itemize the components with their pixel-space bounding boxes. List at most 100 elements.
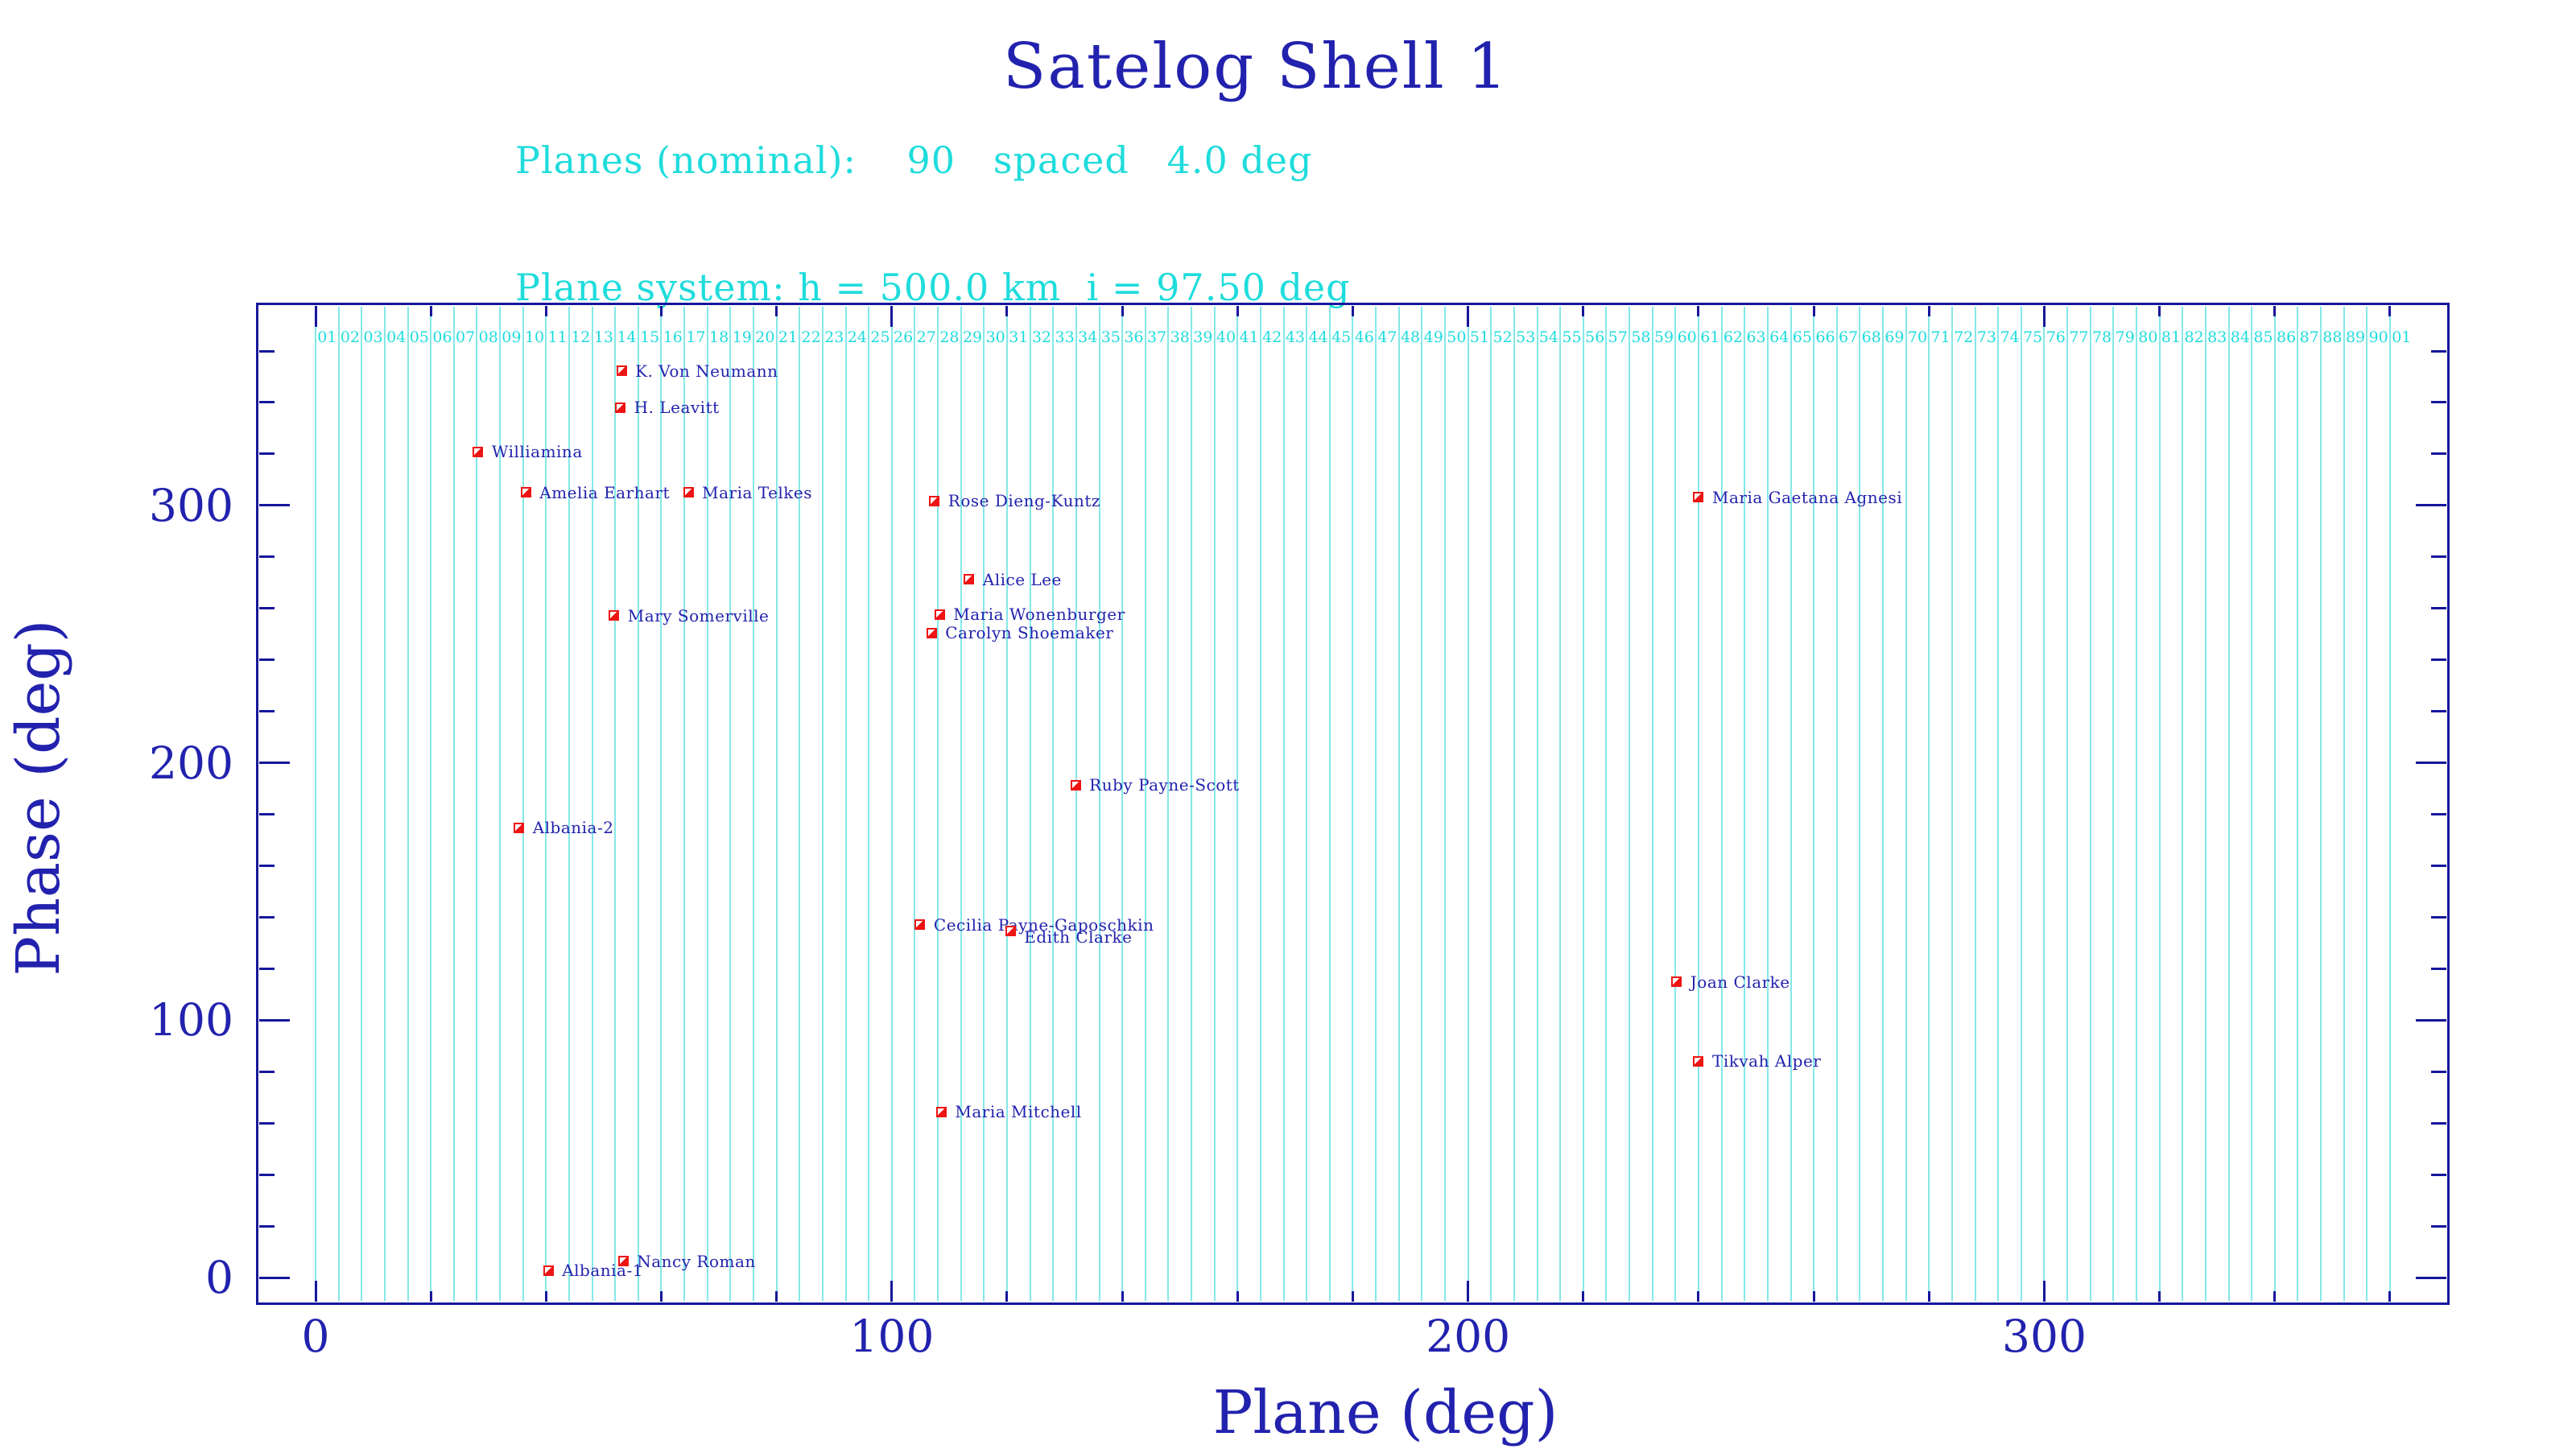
plane-number-label: 56 <box>1585 328 1605 346</box>
plane-gridline <box>1651 307 1653 1301</box>
plane-gridline <box>1421 307 1423 1301</box>
axis-tick-x <box>775 1291 778 1302</box>
axis-tick-y <box>2431 452 2446 456</box>
plane-number-label: 71 <box>1930 328 1951 346</box>
plane-gridline <box>591 307 593 1301</box>
plane-gridline <box>2020 307 2022 1301</box>
plane-number-label: 19 <box>732 328 752 346</box>
axis-tick-y <box>2416 504 2446 507</box>
satellite-name-label: Ruby Payne-Scott <box>1089 775 1240 795</box>
plane-number-label: 83 <box>2207 328 2227 346</box>
plane-gridline <box>407 307 409 1301</box>
plane-gridline <box>2043 307 2046 1301</box>
axis-tick-y <box>2431 401 2446 404</box>
satellite-name-label: H. Leavitt <box>634 398 720 418</box>
axis-tick-y <box>2431 967 2446 970</box>
plane-number-label: 09 <box>502 328 522 346</box>
axis-tick-x <box>1582 306 1585 316</box>
plane-gridline <box>1029 307 1031 1301</box>
satellite-marker <box>473 446 484 457</box>
axis-tick-x <box>775 306 778 316</box>
satellite-name-label: Tikvah Alper <box>1711 1051 1822 1071</box>
plane-number-label: 01 <box>317 328 337 346</box>
plane-number-label: 59 <box>1653 328 1674 346</box>
plane-number-label: 33 <box>1055 328 1075 346</box>
plane-number-label: 65 <box>1792 328 1812 346</box>
axis-tick-x <box>1121 306 1124 316</box>
plane-number-label: 15 <box>640 328 660 346</box>
plane-gridline <box>1997 307 2000 1301</box>
plane-gridline <box>1835 307 1838 1301</box>
plane-number-label: 72 <box>1954 328 1974 346</box>
axis-tick-x <box>314 1281 317 1302</box>
plane-gridline <box>729 307 732 1301</box>
plane-number-label: 62 <box>1723 328 1744 346</box>
plane-gridline <box>614 307 617 1301</box>
plane-number-label: 64 <box>1769 328 1790 346</box>
plane-number-label: 40 <box>1216 328 1236 346</box>
plane-gridline <box>1098 307 1100 1301</box>
axis-tick-y <box>2431 349 2446 353</box>
plane-gridline <box>2343 307 2345 1301</box>
satellite-name-label: Albania-2 <box>532 818 614 838</box>
plane-number-label: 66 <box>1815 328 1835 346</box>
axis-tick-x <box>2273 306 2277 316</box>
plane-gridline <box>545 307 547 1301</box>
axis-tick-x <box>1236 306 1239 316</box>
axis-tick-x <box>429 306 432 316</box>
plane-gridline <box>914 307 916 1301</box>
plane-gridline <box>1328 307 1331 1301</box>
satellite-marker <box>1070 779 1081 791</box>
plane-number-label: 79 <box>2115 328 2135 346</box>
plane-gridline <box>637 307 639 1301</box>
plane-number-label: 21 <box>778 328 799 346</box>
axis-tick-x <box>1582 1291 1585 1302</box>
plane-gridline <box>361 307 363 1301</box>
satellite-name-label: Carolyn Shoemaker <box>945 623 1114 643</box>
plane-gridline <box>1766 307 1769 1301</box>
plane-number-label: 31 <box>1009 328 1029 346</box>
plane-gridline <box>1167 307 1170 1301</box>
plane-number-label: 10 <box>524 328 545 346</box>
plane-gridline <box>844 307 847 1301</box>
plane-gridline <box>2227 307 2230 1301</box>
y-tick-label: 300 <box>149 479 233 531</box>
plane-gridline <box>499 307 502 1301</box>
axis-tick-x <box>314 306 317 327</box>
axis-tick-x <box>1467 1281 1470 1302</box>
axis-tick-x <box>544 1291 547 1302</box>
axis-tick-y <box>259 1173 275 1176</box>
plane-number-label: 86 <box>2277 328 2297 346</box>
x-axis-title: Plane (deg) <box>1212 1378 1558 1447</box>
plane-number-label: 57 <box>1608 328 1628 346</box>
plane-gridline <box>1375 307 1377 1301</box>
axis-tick-y <box>259 967 275 970</box>
axis-tick-x <box>2042 306 2046 327</box>
plane-gridline <box>2251 307 2253 1301</box>
plot-title: Satelog Shell 1 <box>1002 31 1509 103</box>
plane-number-label: 06 <box>432 328 452 346</box>
plane-gridline <box>683 307 686 1301</box>
satellite-name-label: Maria Telkes <box>702 482 813 502</box>
plane-number-label: 80 <box>2138 328 2158 346</box>
plane-number-label: 69 <box>1885 328 1905 346</box>
plane-gridline <box>937 307 939 1301</box>
axis-tick-x <box>1927 1291 1930 1302</box>
axis-tick-x <box>659 1291 663 1302</box>
plane-number-label: 51 <box>1469 328 1490 346</box>
plane-number-label: 22 <box>801 328 821 346</box>
plane-gridline <box>1813 307 1815 1301</box>
plane-number-label: 53 <box>1516 328 1536 346</box>
axis-tick-x <box>659 306 663 316</box>
plane-number-label: 84 <box>2230 328 2250 346</box>
plane-gridline <box>1213 307 1216 1301</box>
plane-number-label: 27 <box>916 328 936 346</box>
axis-tick-x <box>1697 1291 1700 1302</box>
plane-number-label: 16 <box>663 328 683 346</box>
plane-number-label: 58 <box>1631 328 1651 346</box>
plane-gridline <box>1397 307 1400 1301</box>
plane-number-label: 52 <box>1492 328 1513 346</box>
axis-tick-y <box>2431 1173 2446 1176</box>
plane-gridline <box>337 307 340 1301</box>
axis-tick-x <box>1697 306 1700 316</box>
